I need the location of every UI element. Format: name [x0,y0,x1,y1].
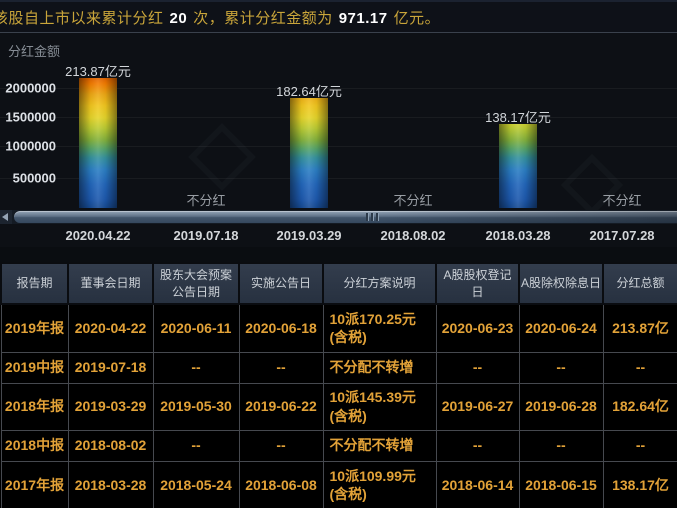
scrollbar-thumb[interactable] [14,211,677,223]
dividend-count: 20 [169,9,188,27]
scrollbar-left-arrow-icon[interactable] [0,210,12,224]
col-meeting-announce-date: 股东大会预案公告日期 [152,262,240,305]
gridline [0,146,677,147]
cell-meeting-date: 2018-05-24 [152,460,240,508]
cell-board-date: 2019-07-18 [67,351,154,384]
bar-2019-03-29[interactable] [290,98,328,208]
cell-record-date: 2020-06-23 [435,303,520,353]
scrollbar-grip-icon [366,213,381,221]
cell-total: 182.64亿 [602,382,677,431]
x-axis-date: 2019.07.18 [173,228,239,243]
x-axis-date: 2019.03.29 [276,228,342,243]
cell-plan: 不分配不转增 [322,351,437,384]
cell-record-date: -- [435,351,520,384]
table-row: 2019年报 2020-04-22 2020-06-11 2020-06-18 … [0,303,677,353]
col-total-dividend: 分红总额 [602,262,677,305]
bar-value-label: 213.87亿元 [65,64,131,79]
no-dividend-label: 不分红 [393,193,433,208]
cell-ex-date: 2019-06-28 [518,382,604,431]
cell-ex-date: 2020-06-24 [518,303,604,353]
horizontal-scrollbar[interactable] [0,210,677,224]
cell-record-date: 2019-06-27 [435,382,520,431]
cell-plan: 10派170.25元(含税) [322,303,437,353]
col-ex-dividend-date: A股除权除息日 [518,262,604,305]
x-axis-date: 2018.08.02 [380,228,446,243]
dividend-bar-chart: 分红金额 2000000 1500000 1000000 500000 213.… [0,33,677,247]
y-axis-tick: 1000000 [5,138,56,154]
cell-report-period: 2019年报 [0,303,69,353]
summary-text: 该股自上市以来累计分红 20 次，累计分红金额为 971.17 亿元。 [0,7,440,28]
bar-2020-04-22[interactable] [79,78,117,208]
y-axis-tick: 1500000 [5,109,56,125]
cell-total: 138.17亿 [602,460,677,508]
cell-board-date: 2018-08-02 [67,429,154,462]
summary-suffix: 亿元。 [393,9,441,27]
cell-plan: 10派109.99元(含税) [322,460,437,508]
cell-total: -- [602,429,677,462]
cell-implementation-date: 2018-06-08 [238,460,324,508]
gridline [0,178,677,179]
cell-meeting-date: -- [152,429,240,462]
bar-2018-03-28[interactable] [499,124,537,208]
cell-total: 213.87亿 [602,303,677,353]
cell-report-period: 2018中报 [0,429,69,462]
cell-implementation-date: 2020-06-18 [238,303,324,353]
no-dividend-label: 不分红 [186,193,226,208]
gridline [0,117,677,118]
gridline [0,88,677,89]
cell-plan: 10派145.39元(含税) [322,382,437,431]
y-axis-tick: 2000000 [5,80,56,96]
cell-implementation-date: -- [238,429,324,462]
no-dividend-label: 不分红 [602,193,642,208]
col-board-date: 董事会日期 [67,262,154,305]
cell-ex-date: -- [518,351,604,384]
bar-value-label: 182.64亿元 [276,84,342,99]
cell-meeting-date: 2019-05-30 [152,382,240,431]
cell-board-date: 2019-03-29 [67,382,154,431]
summary-prefix: 该股自上市以来累计分红 [0,9,164,27]
table-header-row: 报告期 董事会日期 股东大会预案公告日期 实施公告日 分红方案说明 A股股权登记… [0,262,677,305]
table-row: 2018年报 2019-03-29 2019-05-30 2019-06-22 … [0,382,677,431]
bar-value-label: 138.17亿元 [485,110,551,125]
cell-implementation-date: -- [238,351,324,384]
cell-board-date: 2020-04-22 [67,303,154,353]
col-plan-description: 分红方案说明 [322,262,437,305]
y-axis-tick: 500000 [12,170,56,186]
summary-middle: 次，累计分红金额为 [193,9,333,27]
cell-report-period: 2019中报 [0,351,69,384]
col-record-date: A股股权登记日 [435,262,520,305]
cell-meeting-date: -- [152,351,240,384]
table-row: 2018中报 2018-08-02 -- -- 不分配不转增 -- -- -- [0,429,677,462]
cell-board-date: 2018-03-28 [67,460,154,508]
dividend-table: 报告期 董事会日期 股东大会预案公告日期 实施公告日 分红方案说明 A股股权登记… [0,262,677,508]
cell-ex-date: -- [518,429,604,462]
cell-total: -- [602,351,677,384]
cell-record-date: 2018-06-14 [435,460,520,508]
cell-implementation-date: 2019-06-22 [238,382,324,431]
col-report-period: 报告期 [0,262,69,305]
cell-record-date: -- [435,429,520,462]
x-axis-date: 2017.07.28 [589,228,655,243]
x-axis-date: 2020.04.22 [65,228,131,243]
col-implementation-date: 实施公告日 [238,262,324,305]
x-axis-date: 2018.03.28 [485,228,551,243]
cell-ex-date: 2018-06-15 [518,460,604,508]
summary-bar: 该股自上市以来累计分红 20 次，累计分红金额为 971.17 亿元。 [0,0,677,33]
table-row: 2017年报 2018-03-28 2018-05-24 2018-06-08 … [0,460,677,508]
chart-title: 分红金额 [8,44,61,59]
table-row: 2019中报 2019-07-18 -- -- 不分配不转增 -- -- -- [0,351,677,384]
cell-report-period: 2018年报 [0,382,69,431]
cell-plan: 不分配不转增 [322,429,437,462]
dividend-total-amount: 971.17 [338,9,388,27]
watermark [188,123,256,191]
cell-meeting-date: 2020-06-11 [152,303,240,353]
cell-report-period: 2017年报 [0,460,69,508]
